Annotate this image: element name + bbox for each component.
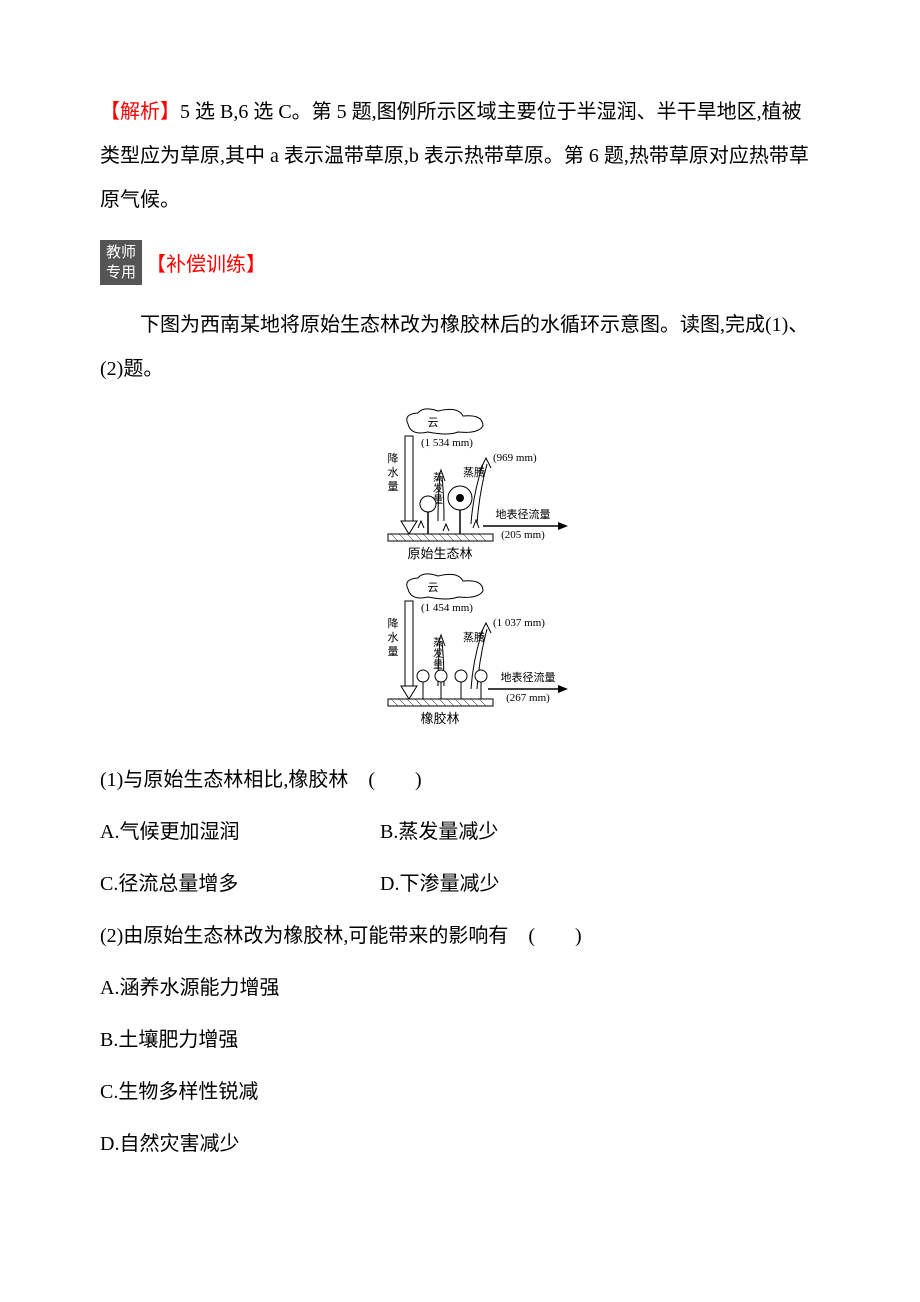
diagram-container: 云 降 水 量 (1 534 mm) 蒸 发 量 (969 mm) 蒸腾 地表径… — [100, 406, 820, 736]
analysis-label: 【解析】 — [100, 101, 180, 123]
svg-text:水: 水 — [387, 631, 398, 644]
precip-label-char1: 降 — [387, 451, 398, 465]
svg-text:量: 量 — [387, 480, 398, 493]
runoff-label: 地表径流量 — [495, 507, 550, 521]
teacher-badge-line1: 教师 — [106, 243, 136, 263]
transp-label: 蒸腾 — [463, 630, 485, 644]
transp-label: 蒸腾 — [463, 465, 485, 479]
q1-option-b: B.蒸发量减少 — [380, 808, 498, 856]
q2-stem: (2)由原始生态林改为橡胶林,可能带来的影响有 ( ) — [100, 912, 820, 960]
q2-option-b: B.土壤肥力增强 — [100, 1016, 820, 1064]
svg-text:蒸: 蒸 — [433, 472, 443, 484]
diagram-rubber-forest: 云 降 水 量 (1 454 mm) 蒸 发 量 (1 037 mm) 蒸腾 地… — [333, 571, 588, 731]
q1-option-d: D.下渗量减少 — [380, 860, 499, 908]
teacher-badge-line2: 专用 — [106, 263, 136, 283]
runoff-value: (205 mm) — [501, 529, 545, 541]
q2-option-d: D.自然灾害减少 — [100, 1120, 820, 1168]
transp-value: (969 mm) — [493, 452, 537, 464]
analysis-text: 5 选 B,6 选 C。第 5 题,图例所示区域主要位于半湿润、半干旱地区,植被… — [100, 101, 809, 211]
precip-value: (1 534 mm) — [421, 437, 473, 449]
supplementary-header: 教师 专用 【补偿训练】 — [100, 240, 820, 285]
svg-text:蒸: 蒸 — [433, 637, 443, 649]
cloud-label: 云 — [427, 417, 438, 429]
diagram1-caption: 原始生态林 — [407, 546, 472, 561]
analysis-paragraph: 【解析】5 选 B,6 选 C。第 5 题,图例所示区域主要位于半湿润、半干旱地… — [100, 90, 820, 222]
svg-text:发: 发 — [433, 482, 443, 495]
svg-text:量: 量 — [433, 659, 443, 671]
transp-value: (1 037 mm) — [493, 617, 545, 629]
q1-option-c: C.径流总量增多 — [100, 860, 380, 908]
runoff-value: (267 mm) — [506, 692, 550, 704]
svg-text:水: 水 — [387, 466, 398, 479]
precip-value: (1 454 mm) — [421, 602, 473, 614]
teacher-badge: 教师 专用 — [100, 240, 142, 285]
q2-option-a: A.涵养水源能力增强 — [100, 964, 820, 1012]
q1-options-row1: A.气候更加湿润 B.蒸发量减少 — [100, 808, 820, 856]
q1-options-row2: C.径流总量增多 D.下渗量减少 — [100, 860, 820, 908]
supplementary-label: 【补偿训练】 — [146, 248, 266, 277]
q1-option-a: A.气候更加湿润 — [100, 808, 380, 856]
svg-text:降: 降 — [387, 616, 398, 630]
q2-option-c: C.生物多样性锐减 — [100, 1068, 820, 1116]
diagram2-caption: 橡胶林 — [420, 711, 459, 726]
cloud-label: 云 — [427, 582, 438, 594]
svg-text:发: 发 — [433, 647, 443, 660]
q1-stem: (1)与原始生态林相比,橡胶林 ( ) — [100, 756, 820, 804]
runoff-label: 地表径流量 — [500, 670, 555, 684]
intro-paragraph: 下图为西南某地将原始生态林改为橡胶林后的水循环示意图。读图,完成(1)、(2)题… — [100, 303, 820, 391]
svg-text:量: 量 — [387, 645, 398, 658]
diagram-original-forest: 云 降 水 量 (1 534 mm) 蒸 发 量 (969 mm) 蒸腾 地表径… — [333, 406, 588, 566]
